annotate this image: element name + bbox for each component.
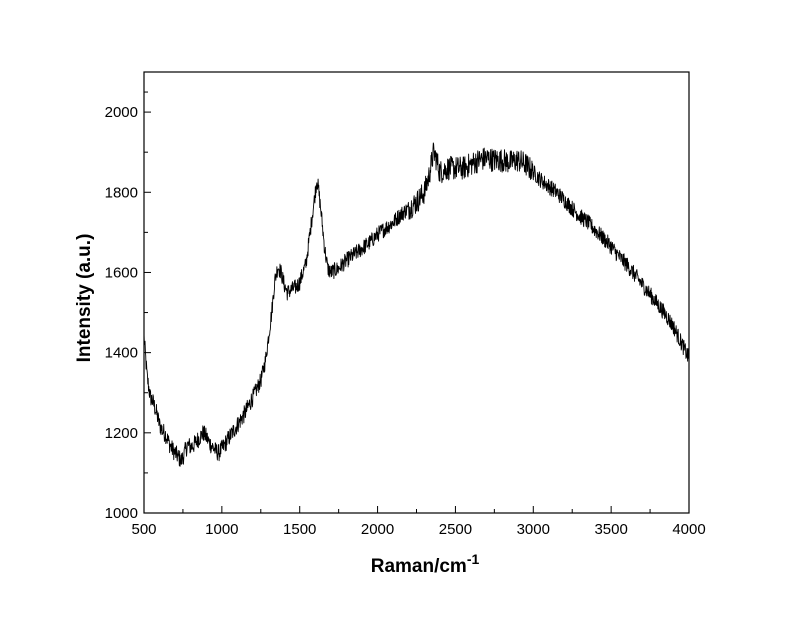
x-tick-label: 3500 bbox=[594, 521, 627, 538]
x-tick-label: 2000 bbox=[361, 521, 394, 538]
y-tick-label: 1600 bbox=[105, 264, 138, 281]
y-tick-label: 1000 bbox=[105, 505, 138, 522]
series-line bbox=[143, 142, 690, 467]
x-tick-label: 500 bbox=[131, 521, 156, 538]
x-axis-ticks bbox=[143, 506, 690, 513]
x-tick-label: 4000 bbox=[672, 521, 705, 538]
x-axis-title-text: Raman/cm bbox=[371, 556, 467, 577]
x-axis-title-superscript: -1 bbox=[467, 551, 480, 567]
y-tick-label: 2000 bbox=[105, 104, 138, 121]
y-tick-label: 1200 bbox=[105, 425, 138, 442]
x-tick-label: 1500 bbox=[283, 521, 316, 538]
y-axis-tick-labels: 1000 1200 1400 1600 1800 2000 bbox=[105, 104, 138, 522]
y-axis-ticks bbox=[144, 91, 151, 514]
x-tick-label: 2500 bbox=[439, 521, 472, 538]
x-axis-title: Raman/cm-1 bbox=[371, 551, 480, 577]
y-tick-label: 1400 bbox=[105, 345, 138, 362]
x-axis-tick-labels: 500 1000 1500 2000 2500 3000 3500 4000 bbox=[131, 521, 705, 538]
y-tick-label: 1800 bbox=[105, 184, 138, 201]
y-axis-title: Intensity (a.u.) bbox=[74, 234, 95, 363]
x-tick-label: 3000 bbox=[517, 521, 550, 538]
x-tick-label: 1000 bbox=[205, 521, 238, 538]
